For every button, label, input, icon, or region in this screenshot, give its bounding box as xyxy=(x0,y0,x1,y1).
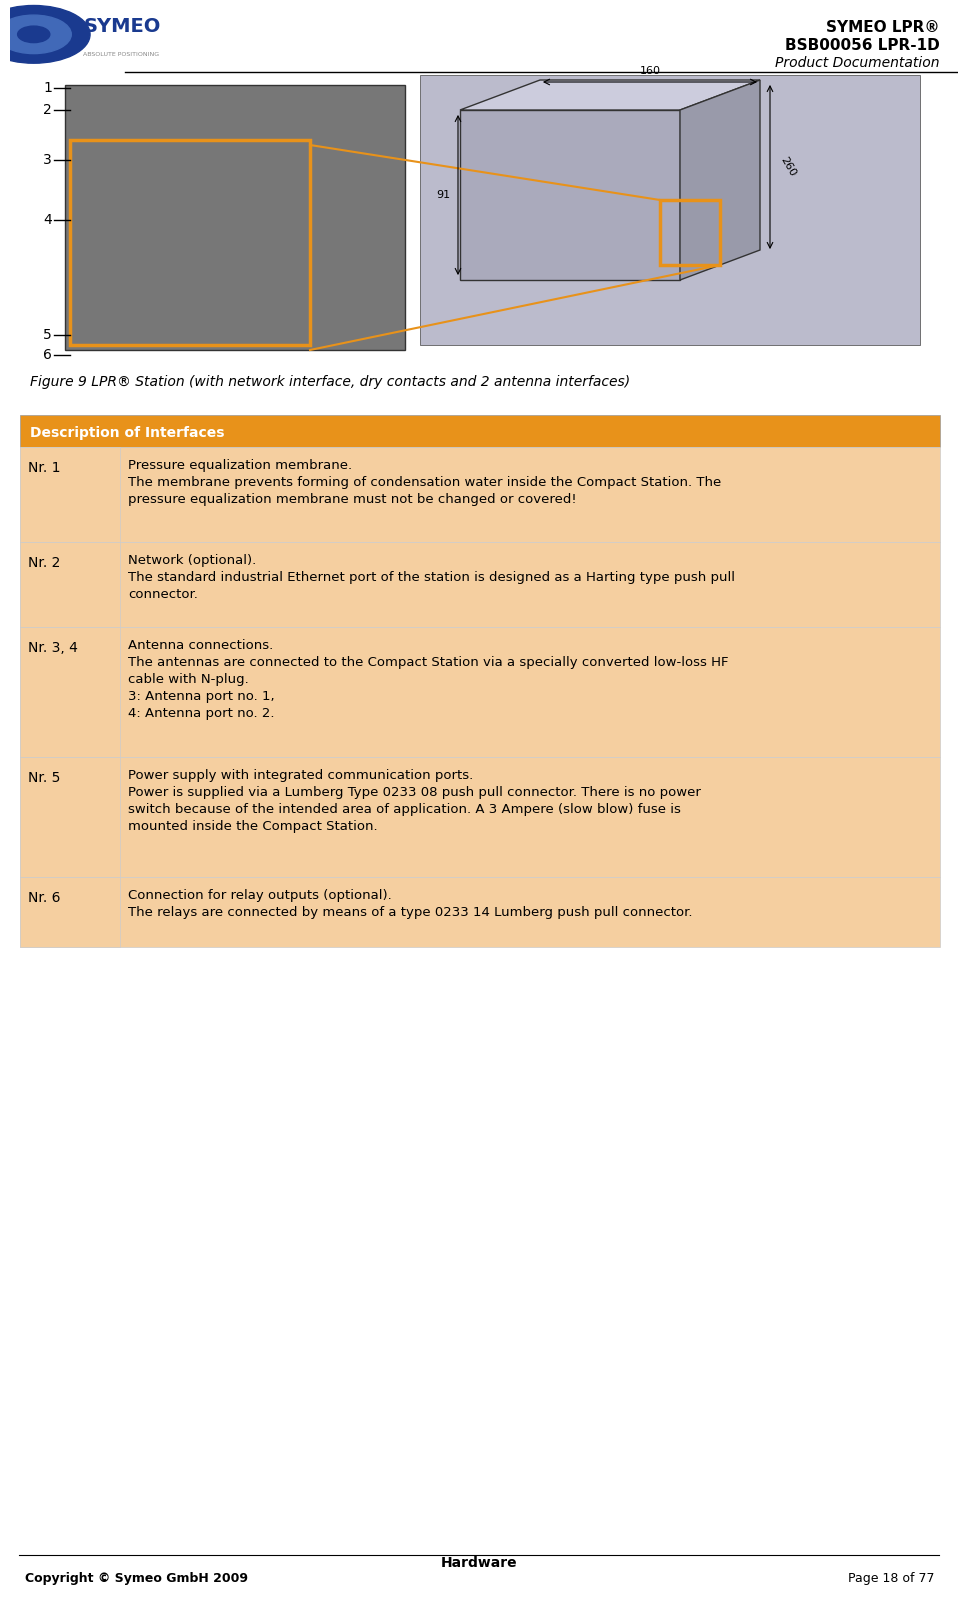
Text: 6: 6 xyxy=(43,348,52,363)
Text: ABSOLUTE POSITIONING: ABSOLUTE POSITIONING xyxy=(83,53,159,58)
Text: Nr. 2: Nr. 2 xyxy=(28,556,60,570)
Bar xyxy=(20,542,940,626)
Text: The standard industrial Ethernet port of the station is designed as a Harting ty: The standard industrial Ethernet port of… xyxy=(128,570,735,583)
Text: Nr. 1: Nr. 1 xyxy=(28,460,60,475)
Bar xyxy=(20,447,940,542)
Bar xyxy=(20,447,120,542)
Polygon shape xyxy=(680,80,760,280)
Text: Copyright © Symeo GmbH 2009: Copyright © Symeo GmbH 2009 xyxy=(25,1572,248,1585)
Text: 5: 5 xyxy=(43,328,52,342)
Text: Hardware: Hardware xyxy=(441,1556,517,1569)
Bar xyxy=(20,757,120,877)
Text: The relays are connected by means of a type 0233 14 Lumberg push pull connector.: The relays are connected by means of a t… xyxy=(128,906,693,919)
Text: Nr. 5: Nr. 5 xyxy=(28,770,60,785)
Text: Power is supplied via a Lumberg Type 0233 08 push pull connector. There is no po: Power is supplied via a Lumberg Type 023… xyxy=(128,786,701,799)
Circle shape xyxy=(17,26,50,43)
Polygon shape xyxy=(460,110,680,280)
Text: Nr. 6: Nr. 6 xyxy=(28,892,60,904)
FancyBboxPatch shape xyxy=(420,75,920,345)
Bar xyxy=(20,626,940,757)
Text: Network (optional).: Network (optional). xyxy=(128,555,256,567)
FancyBboxPatch shape xyxy=(65,85,405,350)
Text: 1: 1 xyxy=(43,81,52,94)
Text: Figure 9 LPR® Station (with network interface, dry contacts and 2 antenna interf: Figure 9 LPR® Station (with network inte… xyxy=(30,376,630,388)
Text: 3: Antenna port no. 1,: 3: Antenna port no. 1, xyxy=(128,690,275,703)
Text: Product Documentation: Product Documentation xyxy=(775,56,940,70)
Bar xyxy=(20,415,940,447)
Text: 4: 4 xyxy=(43,213,52,227)
Text: pressure equalization membrane must not be changed or covered!: pressure equalization membrane must not … xyxy=(128,494,577,507)
Circle shape xyxy=(0,14,71,54)
Text: SYMEO: SYMEO xyxy=(83,16,161,35)
Bar xyxy=(20,877,940,948)
Text: SYMEO LPR®: SYMEO LPR® xyxy=(827,21,940,35)
Bar xyxy=(20,626,120,757)
Bar xyxy=(20,542,120,626)
Text: Pressure equalization membrane.: Pressure equalization membrane. xyxy=(128,459,353,471)
Text: Power supply with integrated communication ports.: Power supply with integrated communicati… xyxy=(128,769,473,781)
Bar xyxy=(20,757,940,877)
Bar xyxy=(20,877,120,948)
Text: 91: 91 xyxy=(436,190,450,200)
Text: Nr. 3, 4: Nr. 3, 4 xyxy=(28,641,78,655)
Text: 2: 2 xyxy=(43,102,52,117)
Text: The membrane prevents forming of condensation water inside the Compact Station. : The membrane prevents forming of condens… xyxy=(128,476,721,489)
Text: connector.: connector. xyxy=(128,588,198,601)
Polygon shape xyxy=(460,80,760,110)
Text: 160: 160 xyxy=(640,66,660,77)
Text: Page 18 of 77: Page 18 of 77 xyxy=(849,1572,935,1585)
Bar xyxy=(70,141,310,345)
Circle shape xyxy=(0,5,90,64)
Text: 260: 260 xyxy=(778,155,797,179)
Text: switch because of the intended area of application. A 3 Ampere (slow blow) fuse : switch because of the intended area of a… xyxy=(128,804,681,817)
Text: Connection for relay outputs (optional).: Connection for relay outputs (optional). xyxy=(128,888,392,901)
Text: Antenna connections.: Antenna connections. xyxy=(128,639,273,652)
Text: BSB00056 LPR-1D: BSB00056 LPR-1D xyxy=(786,38,940,53)
Text: cable with N-plug.: cable with N-plug. xyxy=(128,673,249,686)
Text: The antennas are connected to the Compact Station via a specially converted low-: The antennas are connected to the Compac… xyxy=(128,657,728,670)
Text: 4: Antenna port no. 2.: 4: Antenna port no. 2. xyxy=(128,706,275,721)
Text: Description of Interfaces: Description of Interfaces xyxy=(30,427,224,439)
Text: 3: 3 xyxy=(43,153,52,168)
Text: mounted inside the Compact Station.: mounted inside the Compact Station. xyxy=(128,820,377,833)
